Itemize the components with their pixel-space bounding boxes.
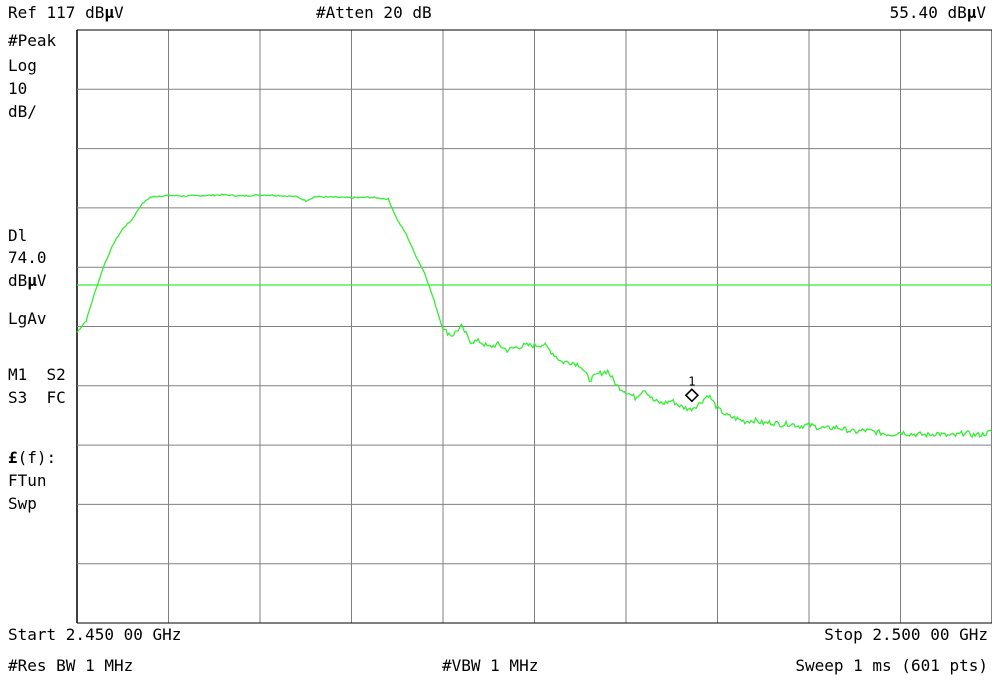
marker-diamond-icon <box>684 388 700 403</box>
trace-line <box>76 193 992 439</box>
function-label: £(f): <box>8 449 56 467</box>
averaging-label: LgAv <box>8 309 47 328</box>
marker-readout-mu: μ <box>966 3 977 22</box>
display-line-value: 74.0 <box>8 248 47 267</box>
graticule <box>76 29 992 624</box>
video-bandwidth: #VBW 1 MHz <box>442 656 539 675</box>
ref-level: Ref 117 dBμV <box>8 4 124 22</box>
ref-level-text: Ref 117 dB <box>8 3 105 22</box>
scale-unit-label: dB/ <box>8 102 37 121</box>
display-line-unit: dBμV <box>8 272 47 290</box>
ftun-label: FTun <box>8 471 47 490</box>
marker-readout: 55.40 dBμV <box>890 4 986 22</box>
stop-frequency: Stop 2.500 00 GHz <box>824 625 988 644</box>
scale-value-label: 10 <box>8 79 28 98</box>
resolution-bandwidth: #Res BW 1 MHz <box>8 656 134 675</box>
display-line-unit-end: V <box>36 271 47 290</box>
display-line-unit-prefix: dB <box>8 271 28 290</box>
status-row-1: M1 S2 <box>8 365 66 384</box>
display-line-label: Dl <box>8 226 28 245</box>
ref-level-unit-end: V <box>113 3 124 22</box>
marker-number: 1 <box>688 374 695 388</box>
ref-level-mu: μ <box>104 3 114 22</box>
scale-type-label: Log <box>8 56 37 75</box>
sweep-time: Sweep 1 ms (601 pts) <box>795 656 988 675</box>
sweep-mode-label: Swp <box>8 494 37 513</box>
start-frequency: Start 2.450 00 GHz <box>8 625 182 644</box>
status-row-2: S3 FC <box>8 388 66 407</box>
marker-readout-unit-end: V <box>976 3 986 22</box>
function-text: (f): <box>17 448 57 467</box>
display-line-unit-mu: μ <box>27 271 37 290</box>
attenuation: #Atten 20 dB <box>316 3 432 22</box>
marker-1[interactable]: 1 <box>684 374 700 403</box>
marker-readout-value: 55.40 dB <box>889 3 967 22</box>
detector-label: #Peak <box>8 31 57 50</box>
function-symbol: £ <box>8 448 18 467</box>
